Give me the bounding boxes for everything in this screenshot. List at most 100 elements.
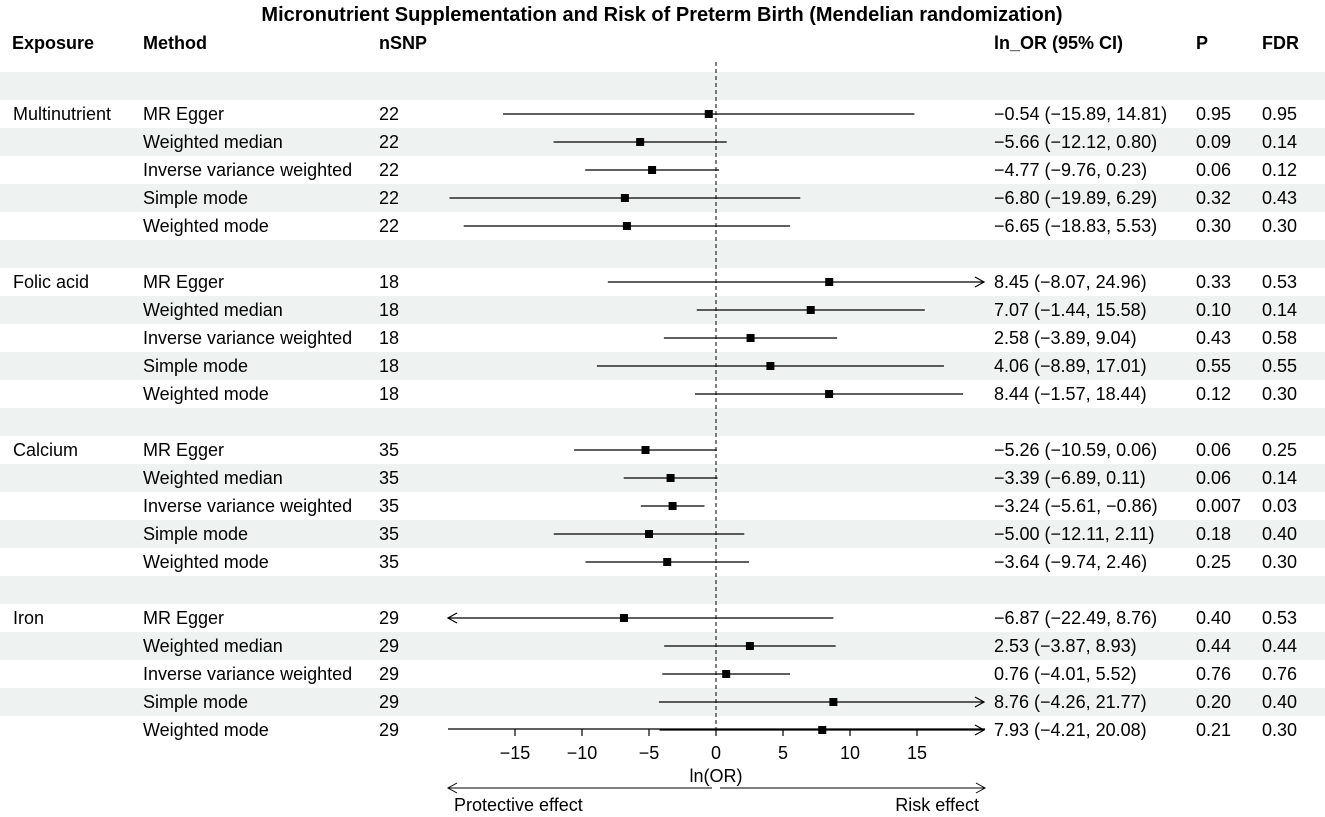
method-label: Simple mode bbox=[143, 692, 248, 712]
method-label: MR Egger bbox=[143, 608, 224, 628]
method-label: Simple mode bbox=[143, 356, 248, 376]
estimate-ci-text: −5.00 (−12.11, 2.11) bbox=[994, 524, 1154, 544]
method-label: Simple mode bbox=[143, 188, 248, 208]
x-tick-label: −10 bbox=[567, 743, 598, 763]
p-value: 0.21 bbox=[1196, 720, 1231, 740]
nsnp-value: 18 bbox=[379, 272, 399, 292]
protective-arrow-head bbox=[446, 782, 458, 794]
fdr-value: 0.25 bbox=[1262, 440, 1297, 460]
nsnp-value: 35 bbox=[379, 552, 399, 572]
p-value: 0.40 bbox=[1196, 608, 1231, 628]
x-tick-label: −15 bbox=[500, 743, 531, 763]
protective-effect-label: Protective effect bbox=[454, 795, 583, 815]
point-estimate bbox=[825, 390, 834, 398]
method-label: Inverse variance weighted bbox=[143, 160, 352, 180]
p-value: 0.25 bbox=[1196, 552, 1231, 572]
nsnp-value: 22 bbox=[379, 104, 399, 124]
forest-row: Simple mode 35 −5.00 (−12.11, 2.11) 0.18 0.4… bbox=[143, 524, 1297, 544]
forest-row: Weighted mode 18 8.44 (−1.57, 18.44) 0.12 0.… bbox=[143, 384, 1297, 404]
method-label: Weighted median bbox=[143, 636, 283, 656]
x-axis-label: ln(OR) bbox=[690, 766, 743, 786]
header-estimate: ln_OR (95% CI) bbox=[994, 33, 1123, 53]
forest-row: Weighted median 22 −5.66 (−12.12, 0.80) 0.0… bbox=[143, 132, 1297, 152]
estimate-ci-text: 2.58 (−3.89, 9.04) bbox=[994, 328, 1137, 348]
nsnp-value: 35 bbox=[379, 496, 399, 516]
forest-row: Simple mode 22 −6.80 (−19.89, 6.29) 0.32 0.4… bbox=[143, 188, 1297, 208]
estimate-ci-text: −5.26 (−10.59, 0.06) bbox=[994, 440, 1157, 460]
column-headers: Exposure Method nSNP ln_OR (95% CI) P FD… bbox=[12, 33, 1299, 53]
forest-row: Simple mode 18 4.06 (−8.89, 17.01) 0.55 0.55 bbox=[143, 356, 1297, 376]
fdr-value: 0.30 bbox=[1262, 552, 1297, 572]
fdr-value: 0.30 bbox=[1262, 720, 1297, 740]
p-value: 0.20 bbox=[1196, 692, 1231, 712]
p-value: 0.32 bbox=[1196, 188, 1231, 208]
fdr-value: 0.14 bbox=[1262, 132, 1297, 152]
p-value: 0.09 bbox=[1196, 132, 1231, 152]
nsnp-value: 22 bbox=[379, 132, 399, 152]
point-estimate bbox=[619, 614, 628, 622]
header-p: P bbox=[1196, 33, 1208, 53]
method-label: Weighted mode bbox=[143, 216, 269, 236]
point-estimate bbox=[806, 306, 815, 314]
point-estimate bbox=[648, 166, 657, 174]
method-label: Weighted median bbox=[143, 300, 283, 320]
forest-row: Multinutrient MR Egger 22 −0.54 (−15.89, 14… bbox=[13, 104, 1297, 124]
estimate-ci-text: 7.93 (−4.21, 20.08) bbox=[994, 720, 1147, 740]
forest-row: Inverse variance weighted 22 −4.77 (−9.76,… bbox=[143, 160, 1297, 180]
point-estimate bbox=[818, 726, 827, 734]
row-band bbox=[0, 408, 1325, 436]
nsnp-value: 35 bbox=[379, 440, 399, 460]
risk-effect-label: Risk effect bbox=[895, 795, 979, 815]
point-estimate bbox=[746, 334, 755, 342]
fdr-value: 0.03 bbox=[1262, 496, 1297, 516]
fdr-value: 0.43 bbox=[1262, 188, 1297, 208]
header-method: Method bbox=[143, 33, 207, 53]
forest-row: Simple mode 29 8.76 (−4.26, 21.77) 0.20 0.40 bbox=[143, 692, 1297, 712]
method-label: Weighted mode bbox=[143, 552, 269, 572]
nsnp-value: 29 bbox=[379, 608, 399, 628]
exposure-label: Folic acid bbox=[13, 272, 89, 292]
fdr-value: 0.53 bbox=[1262, 608, 1297, 628]
row-band bbox=[0, 632, 1325, 660]
forest-row: Inverse variance weighted 29 0.76 (−4.01, … bbox=[143, 664, 1297, 684]
fdr-value: 0.55 bbox=[1262, 356, 1297, 376]
nsnp-value: 29 bbox=[379, 720, 399, 740]
point-estimate bbox=[722, 670, 731, 678]
ci-left-arrow bbox=[446, 612, 458, 624]
p-value: 0.55 bbox=[1196, 356, 1231, 376]
forest-row: Inverse variance weighted 18 2.58 (−3.89, … bbox=[143, 328, 1297, 348]
nsnp-value: 18 bbox=[379, 384, 399, 404]
ci-right-arrow bbox=[974, 696, 986, 708]
fdr-value: 0.14 bbox=[1262, 300, 1297, 320]
estimate-ci-text: 4.06 (−8.89, 17.01) bbox=[994, 356, 1147, 376]
method-label: Inverse variance weighted bbox=[143, 664, 352, 684]
p-value: 0.06 bbox=[1196, 468, 1231, 488]
fdr-value: 0.53 bbox=[1262, 272, 1297, 292]
risk-arrow-head bbox=[975, 782, 987, 794]
nsnp-value: 18 bbox=[379, 300, 399, 320]
point-estimate bbox=[829, 698, 838, 706]
p-value: 0.007 bbox=[1196, 496, 1241, 516]
nsnp-value: 35 bbox=[379, 468, 399, 488]
x-axis: −15 −10 −5 0 5 10 15 bbox=[448, 728, 985, 763]
estimate-ci-text: −3.39 (−6.89, 0.11) bbox=[994, 468, 1146, 488]
fdr-value: 0.40 bbox=[1262, 524, 1297, 544]
estimate-ci-text: 8.45 (−8.07, 24.96) bbox=[994, 272, 1147, 292]
exposure-label: Iron bbox=[13, 608, 44, 628]
x-tick-label: 5 bbox=[778, 743, 788, 763]
p-value: 0.06 bbox=[1196, 160, 1231, 180]
point-estimate bbox=[668, 502, 677, 510]
point-estimate bbox=[641, 446, 650, 454]
header-nsnp: nSNP bbox=[379, 33, 427, 53]
estimate-ci-text: −6.65 (−18.83, 5.53) bbox=[994, 216, 1157, 236]
estimate-ci-text: 8.44 (−1.57, 18.44) bbox=[994, 384, 1147, 404]
point-estimate bbox=[636, 138, 645, 146]
nsnp-value: 29 bbox=[379, 636, 399, 656]
forest-row: Weighted mode 22 −6.65 (−18.83, 5.53) 0.30 0… bbox=[143, 216, 1297, 236]
point-estimate bbox=[825, 278, 834, 286]
p-value: 0.30 bbox=[1196, 216, 1231, 236]
estimate-ci-text: −6.80 (−19.89, 6.29) bbox=[994, 188, 1157, 208]
fdr-value: 0.95 bbox=[1262, 104, 1297, 124]
point-estimate bbox=[622, 222, 631, 230]
